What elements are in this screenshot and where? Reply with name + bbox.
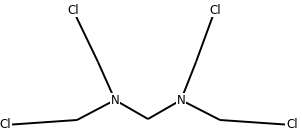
Text: Cl: Cl (209, 3, 221, 17)
Text: N: N (177, 94, 185, 107)
Text: Cl: Cl (286, 119, 298, 132)
Text: Cl: Cl (0, 119, 11, 132)
Text: N: N (111, 94, 119, 107)
Text: Cl: Cl (67, 3, 79, 17)
